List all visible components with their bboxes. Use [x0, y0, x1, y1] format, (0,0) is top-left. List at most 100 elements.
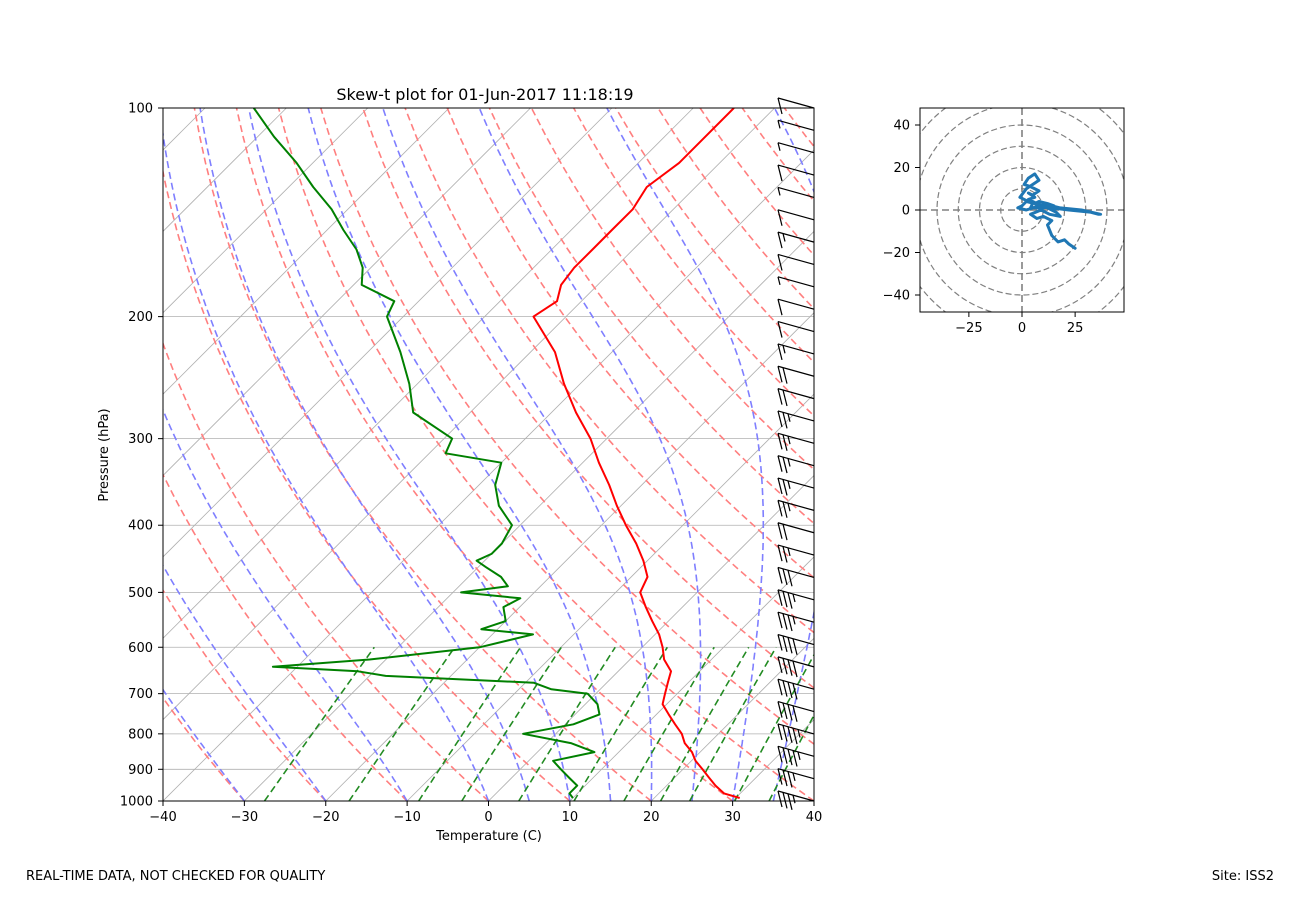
wind-barb-half-flag	[787, 458, 791, 467]
wind-barb-flag	[782, 456, 788, 474]
wind-barb-half-flag	[792, 593, 796, 603]
moist-adiabat-line	[163, 688, 246, 801]
wind-barb-flag	[782, 568, 788, 585]
dry-adiabat-line	[193, 108, 652, 801]
hodo-x-tick-label: 25	[1067, 321, 1084, 336]
isotherm-line	[650, 637, 814, 801]
dry-adiabat-line	[953, 108, 1300, 801]
wind-barb-flag	[777, 656, 783, 674]
wind-barb	[777, 701, 815, 722]
wind-barb-flag	[792, 638, 798, 655]
wind-barb-flag	[777, 164, 783, 182]
wind-barb	[777, 589, 815, 609]
hodograph-x-ticks: −25 0 25	[955, 312, 1083, 336]
wind-barb	[777, 455, 815, 474]
wind-barb-staff	[777, 119, 815, 131]
y-tick-label: 800	[128, 727, 153, 742]
wind-barb-flag	[777, 254, 783, 271]
wind-barb	[777, 253, 815, 271]
dry-adiabat-line	[163, 588, 327, 801]
isotherm-line	[163, 108, 369, 314]
wind-barb	[777, 320, 815, 338]
dry-adiabat-line	[1164, 108, 1300, 801]
moist-adiabat-line	[606, 108, 765, 801]
wind-barb	[777, 343, 815, 361]
wind-barb-flag	[777, 768, 783, 785]
wind-barb-flag	[782, 546, 788, 563]
dry-adiabat-line	[320, 108, 814, 746]
wind-barb-flag	[787, 748, 793, 766]
hodograph-line	[1016, 172, 1103, 250]
wind-barb-staff	[777, 544, 815, 556]
wind-barb-half-flag	[777, 142, 781, 151]
skewt-x-axis-label: Temperature (C)	[435, 829, 542, 844]
skewt-y-axis-label: Pressure (hPa)	[97, 408, 112, 501]
x-tick-label: −20	[312, 810, 339, 825]
y-tick-label: 400	[128, 519, 153, 534]
wind-barb-staff	[777, 566, 815, 579]
wind-barb-half-flag	[787, 547, 791, 557]
skewt-title: Skew-t plot for 01-Jun-2017 11:18:19	[336, 85, 633, 104]
dry-adiabat-line	[362, 108, 814, 689]
y-tick-label: 900	[128, 763, 153, 778]
wind-barb	[777, 566, 815, 587]
mixing-ratio-line	[733, 653, 814, 801]
wind-barb-flag	[777, 544, 783, 562]
wind-barb	[777, 276, 815, 288]
hodo-y-tick-label: −40	[883, 289, 910, 304]
wind-barb-staff	[777, 298, 815, 310]
wind-barb-flag	[782, 613, 788, 630]
wind-barb-flag	[792, 660, 798, 678]
wind-barb	[777, 768, 815, 788]
moist-adiabat-line	[163, 128, 490, 801]
wind-barb-staff	[777, 477, 815, 489]
dry-adiabat-line	[163, 168, 571, 801]
wind-barb	[777, 298, 815, 316]
wind-barb-flag	[782, 635, 788, 653]
hodo-x-tick-label: −25	[955, 321, 982, 336]
wind-barb	[777, 678, 815, 700]
wind-barb-flag	[777, 97, 783, 115]
wind-barb-flag	[782, 591, 788, 608]
wind-barb-staff	[777, 678, 815, 690]
wind-barb-flag	[782, 367, 788, 384]
wind-barb-staff	[777, 320, 815, 333]
hodo-y-tick-label: 20	[893, 161, 910, 176]
wind-barb-flag	[782, 501, 788, 518]
wind-barb-flag	[777, 500, 783, 517]
wind-barb-flag	[777, 634, 783, 651]
isotherm-line	[163, 108, 450, 395]
x-tick-label: −10	[393, 810, 420, 825]
hodograph-trace	[1016, 172, 1103, 250]
wind-barb-flag	[777, 746, 783, 763]
wind-barb-staff	[777, 790, 815, 802]
y-tick-label: 500	[128, 586, 153, 601]
wind-barb-flag	[787, 793, 793, 810]
wind-barb-staff	[777, 455, 815, 467]
wind-barb-staff	[777, 97, 815, 109]
wind-barb	[777, 142, 815, 154]
isotherm-line	[163, 108, 775, 721]
wind-barb-staff	[777, 186, 815, 198]
mixing-ratio-line	[659, 646, 750, 801]
moist-adiabat-line	[382, 108, 653, 801]
x-tick-label: 20	[643, 810, 660, 825]
mixing-ratio-line	[623, 646, 715, 801]
wind-barb	[777, 633, 815, 655]
wind-barb	[777, 186, 815, 198]
hodograph-rings	[920, 108, 1124, 312]
wind-barb	[777, 432, 815, 451]
wind-barb-half-flag	[787, 413, 791, 422]
hodo-y-tick-label: 40	[893, 119, 910, 134]
y-tick-label: 600	[128, 641, 153, 656]
moist-adiabat-line	[813, 797, 814, 801]
wind-barb-flag	[782, 747, 788, 764]
wind-barb-staff	[777, 611, 815, 623]
wind-barb	[777, 209, 815, 226]
wind-barb	[777, 119, 815, 131]
wind-barb	[777, 745, 815, 767]
wind-barb-half-flag	[777, 120, 781, 129]
wind-barb-half-flag	[777, 187, 781, 196]
dry-adiabat-line	[488, 108, 814, 525]
